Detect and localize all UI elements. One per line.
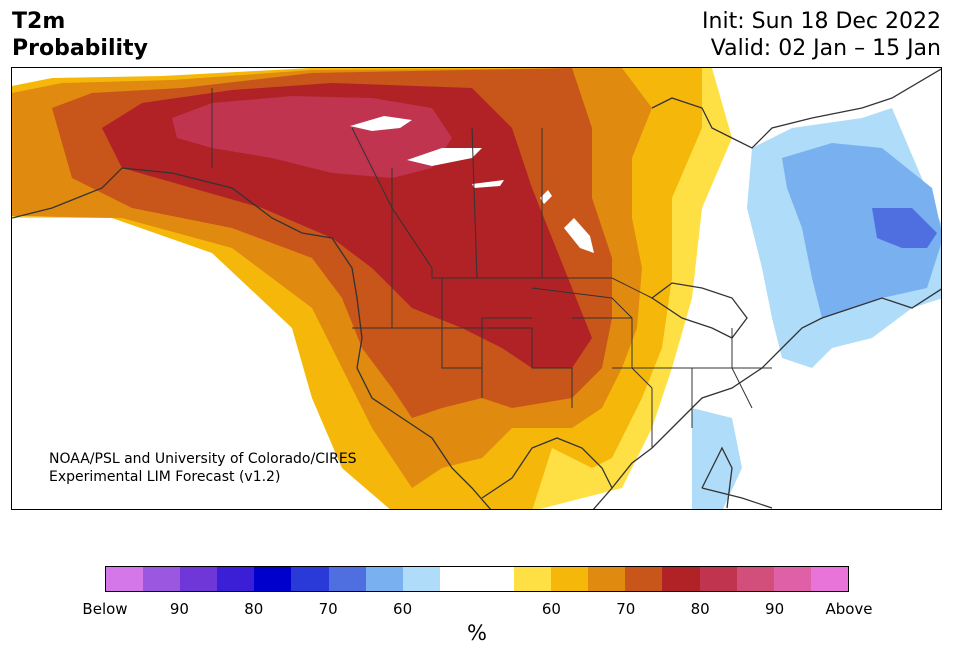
coastlines	[12, 68, 941, 509]
colorbar-tick-label: 80	[690, 600, 710, 618]
north-america-probability-map	[12, 68, 941, 509]
credit-line-2: Experimental LIM Forecast (v1.2)	[49, 469, 281, 485]
map-panel	[11, 67, 942, 510]
region-below-60	[782, 143, 941, 318]
colorbar-segment	[180, 567, 218, 591]
colorbar-tick-labels: Below 90 80 70 60 60 70 80 90 Above	[0, 600, 953, 620]
probability-colorbar	[105, 566, 849, 592]
colorbar-segment	[773, 567, 811, 591]
colorbar-segment	[699, 567, 737, 591]
forecast-dates: Init: Sun 18 Dec 2022 Valid: 02 Jan – 15…	[702, 8, 941, 62]
colorbar-segment	[736, 567, 774, 591]
colorbar-segment	[551, 567, 589, 591]
colorbar-unit: %	[467, 621, 487, 645]
region-above-90	[172, 96, 452, 178]
map-title: T2m Probability	[12, 8, 148, 62]
colorbar-segment	[328, 567, 366, 591]
colorbar-segment	[365, 567, 403, 591]
credit-text: NOAA/PSL and University of Colorado/CIRE…	[49, 450, 357, 486]
colorbar-tick-label: 70	[616, 600, 636, 618]
region-below-65	[872, 208, 937, 248]
colorbar-segment	[514, 567, 552, 591]
colorbar-segment	[439, 567, 477, 591]
colorbar-segment	[217, 567, 255, 591]
colorbar-segment	[291, 567, 329, 591]
colorbar-tick-label: Above	[825, 600, 873, 618]
colorbar-tick-label: 60	[393, 600, 413, 618]
colorbar-tick-label: Below	[82, 600, 128, 618]
init-date: Init: Sun 18 Dec 2022	[702, 9, 941, 34]
colorbar-segment	[106, 567, 144, 591]
colorbar-segment	[625, 567, 663, 591]
colorbar-tick-label: 70	[318, 600, 338, 618]
title-line-1: T2m	[12, 9, 66, 34]
valid-range: Valid: 02 Jan – 15 Jan	[710, 36, 941, 61]
title-line-2: Probability	[12, 36, 148, 61]
colorbar-segment	[810, 567, 848, 591]
colorbar-segment	[476, 567, 515, 591]
colorbar-segment	[402, 567, 440, 591]
colorbar-segment	[254, 567, 292, 591]
credit-line-1: NOAA/PSL and University of Colorado/CIRE…	[49, 451, 357, 467]
colorbar-tick-label: 60	[541, 600, 561, 618]
political-borders	[211, 88, 772, 448]
colorbar-segment	[662, 567, 700, 591]
colorbar-segment	[588, 567, 626, 591]
colorbar-tick-label: 90	[765, 600, 785, 618]
colorbar-tick-label: 80	[244, 600, 264, 618]
colorbar-segment	[143, 567, 181, 591]
colorbar-tick-label: 90	[169, 600, 189, 618]
